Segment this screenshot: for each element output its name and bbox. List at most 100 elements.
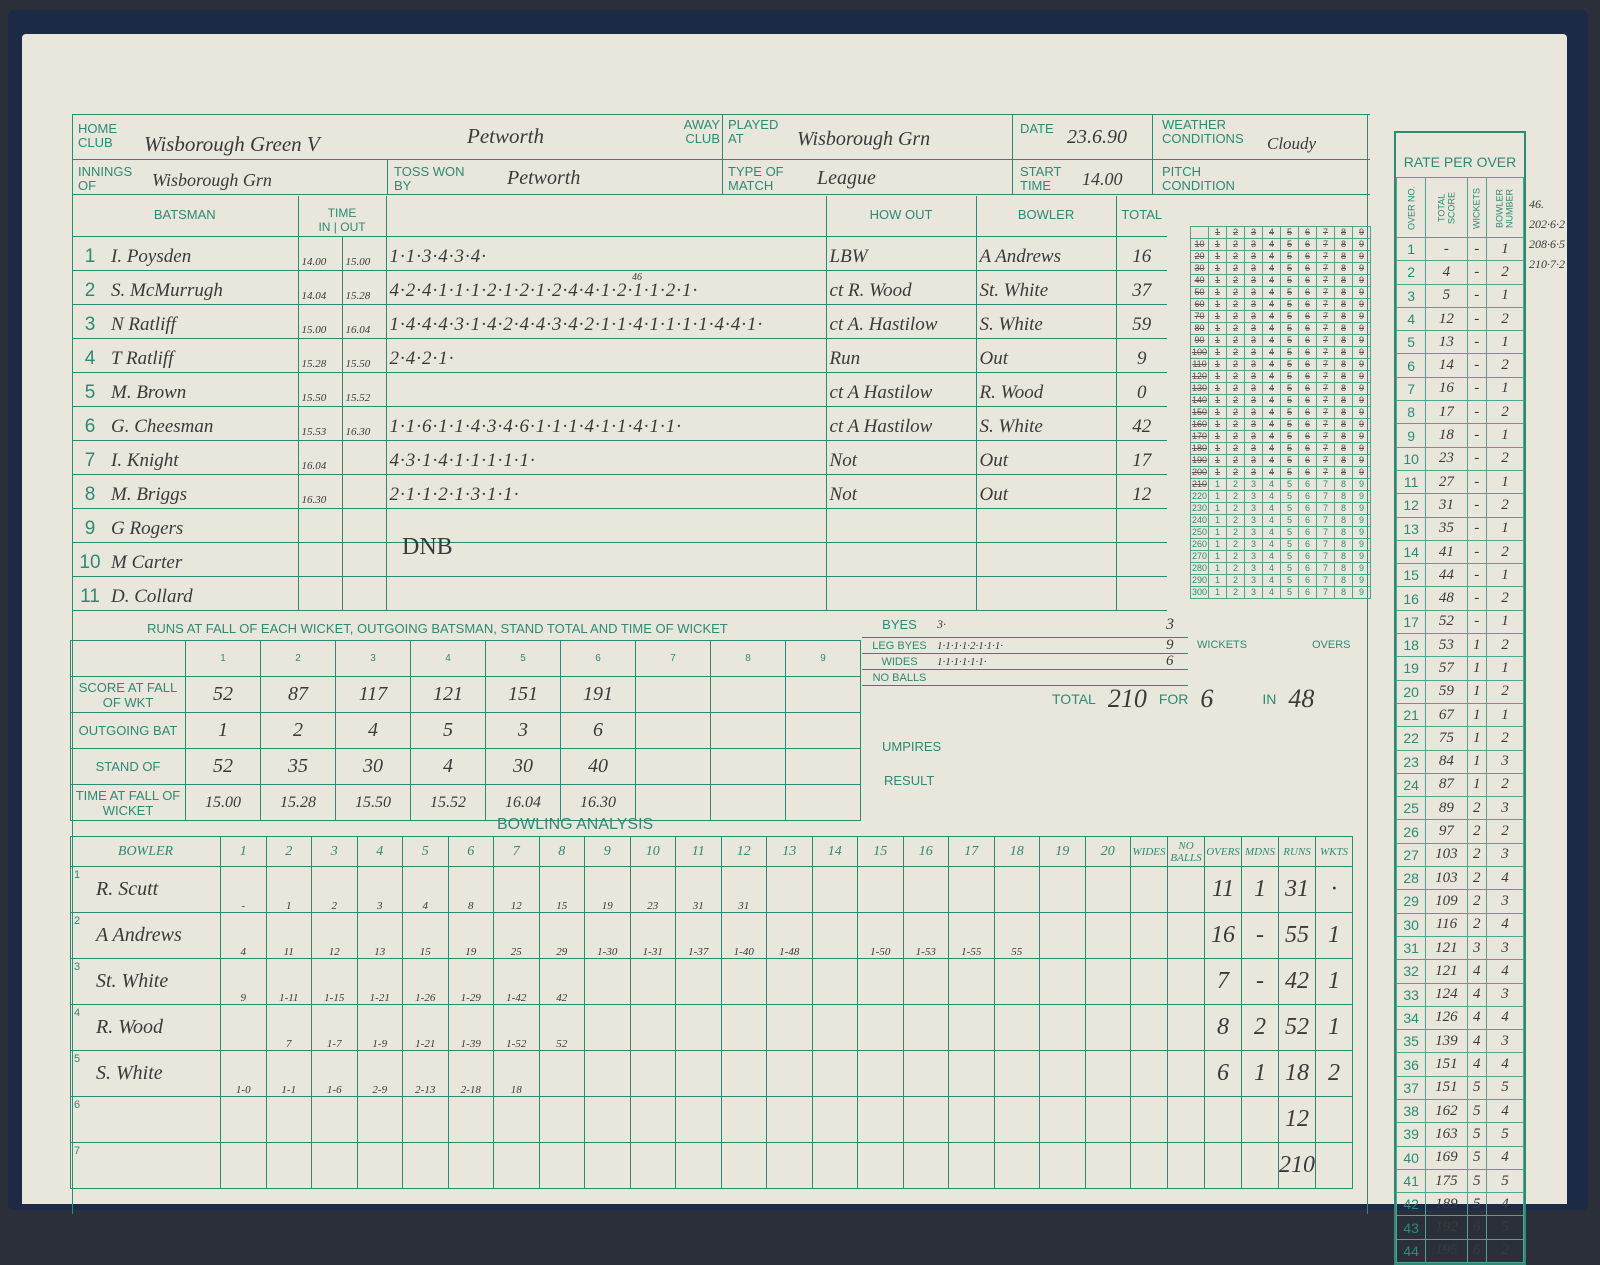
over-cumulative-cell — [311, 1142, 358, 1189]
tally-cell: 5 — [1280, 358, 1299, 371]
rpo-bowler: 2 — [1485, 539, 1525, 565]
batsman-name: M. Briggs — [108, 474, 299, 509]
fow-label-score: SCORE AT FALL OF WKT — [70, 676, 186, 713]
rpo-col-header: OVER NO. — [1396, 177, 1426, 238]
fow-score-cell: 121 — [410, 676, 486, 713]
no-balls-cell — [1167, 1004, 1205, 1051]
rpo-wickets: 2 — [1466, 796, 1487, 821]
rpo-score: 14 — [1425, 353, 1468, 378]
rpo-over: 42 — [1395, 1192, 1427, 1217]
tally-cell: 1 — [1208, 586, 1227, 599]
tally-cell: 5 — [1280, 526, 1299, 539]
dismissing-bowler — [975, 542, 1117, 577]
tally-cell: 7 — [1316, 298, 1335, 311]
tally-row: 250 1 2 3 4 5 6 7 8 9 — [1190, 526, 1371, 539]
rpo-bowler: 4 — [1485, 912, 1525, 937]
tally-cell: 100 — [1190, 346, 1209, 359]
tally-cell: 5 — [1280, 586, 1299, 599]
batsman-number: 6 — [72, 406, 108, 441]
batsman-row: 10 M Carter — [72, 542, 1168, 577]
tally-cell: 260 — [1190, 538, 1209, 551]
tally-cell: 1 — [1208, 370, 1227, 383]
rpo-score: 5 — [1425, 283, 1468, 308]
rpo-wickets: 1 — [1466, 749, 1487, 774]
tally-cell: 7 — [1316, 466, 1335, 479]
tally-cell: 9 — [1352, 490, 1371, 503]
batting-section: BATSMAN TIME IN | OUT HOW OUT BOWLER TOTA… — [72, 196, 1168, 611]
bowler-name-text: St. White — [96, 970, 169, 992]
tally-cell: 4 — [1262, 430, 1281, 443]
tally-cell: 6 — [1298, 442, 1317, 455]
rpo-wickets: 4 — [1466, 1052, 1487, 1077]
tally-cell: 8 — [1334, 442, 1353, 455]
rpo-score: 162 — [1425, 1098, 1468, 1124]
dismissing-bowler: A Andrews — [975, 236, 1117, 271]
tally-cell: 7 — [1316, 370, 1335, 383]
no-balls-cell — [1167, 958, 1205, 1005]
over-cumulative-cell: 9 — [220, 958, 267, 1005]
bowler-row: 7 210 — [70, 1142, 1353, 1189]
bowler-number: 4 — [74, 1007, 81, 1019]
tally-cell: 1 — [1208, 490, 1227, 503]
over-cumulative-cell — [265, 1142, 312, 1189]
rpo-row: 39 163 5 5 — [1395, 1122, 1525, 1147]
rpo-bowler: 1 — [1485, 283, 1525, 308]
dismissing-bowler: S. White — [975, 406, 1117, 441]
over-cumulative-cell — [538, 1142, 585, 1189]
rpo-wickets: 5 — [1466, 1192, 1487, 1217]
wides-cell — [1130, 958, 1168, 1005]
rpo-wickets: - — [1466, 609, 1487, 635]
tally-cell: 1 — [1208, 262, 1227, 275]
over-cumulative-cell: 4 — [220, 912, 267, 959]
wkts-cell — [1315, 1096, 1353, 1143]
tally-cell: 1 — [1208, 478, 1227, 491]
overs-cell: 16 — [1204, 912, 1242, 959]
batsman-row: 1 I. Poysden 14.00 15.00 1·1·3·4·3·4· LBW A An… — [72, 236, 1168, 271]
dismissing-bowler — [975, 508, 1117, 543]
tally-cell: 1 — [1208, 274, 1227, 287]
bowler-name-text: R. Scutt — [96, 878, 159, 900]
tally-cell: 3 — [1244, 370, 1263, 383]
tally-cell: 9 — [1352, 538, 1371, 551]
fow-time-cell: 15.28 — [260, 784, 336, 821]
wkts-cell — [1315, 1142, 1353, 1189]
tally-cell: 2 — [1226, 538, 1245, 551]
tally-cell: 1 — [1208, 346, 1227, 359]
how-out — [825, 542, 977, 577]
rpo-row: 24 87 1 2 — [1395, 772, 1525, 798]
tally-cell: 9 — [1352, 478, 1371, 491]
rpo-row: 40 169 5 4 — [1395, 1145, 1525, 1170]
over-cumulative-cell — [993, 1096, 1040, 1143]
time-out — [341, 542, 387, 577]
tally-cell: 120 — [1190, 370, 1209, 383]
tally-cell: 8 — [1334, 346, 1353, 359]
tally-cell: 9 — [1352, 226, 1371, 239]
rate-per-over-panel: RATE PER OVER OVER NO. TOTAL SCORE WICKETS… — [1394, 131, 1526, 1265]
tally-cell: 6 — [1298, 430, 1317, 443]
tally-cell: 6 — [1298, 514, 1317, 527]
rpo-wickets: 1 — [1466, 702, 1487, 728]
tally-cell: 4 — [1262, 226, 1281, 239]
away-club-value: Petworth — [467, 124, 544, 148]
tally-cell: 4 — [1262, 466, 1281, 479]
tally-cell: 2 — [1226, 490, 1245, 503]
over-cumulative-cell — [220, 1004, 267, 1051]
rpo-bowler: 1 — [1485, 236, 1525, 262]
rpo-over: 43 — [1395, 1215, 1427, 1240]
wickets-label: WICKETS — [1197, 639, 1248, 651]
batsman-total — [1115, 542, 1168, 577]
rpo-over: 8 — [1395, 400, 1427, 425]
tally-cell: 6 — [1298, 238, 1317, 251]
over-cumulative-cell — [766, 1050, 813, 1097]
tally-cell: 3 — [1244, 358, 1263, 371]
tally-cell: 4 — [1262, 238, 1281, 251]
tally-cell: 8 — [1334, 574, 1353, 587]
tally-cell: 160 — [1190, 418, 1209, 431]
tally-cell: 170 — [1190, 430, 1209, 443]
fow-stand-cell — [635, 748, 711, 785]
over-cumulative-cell — [766, 866, 813, 913]
tally-cell: 3 — [1244, 238, 1263, 251]
fow-stand-cell: 40 — [560, 748, 636, 785]
over-cumulative-cell: - — [220, 866, 267, 913]
tally-cell: 7 — [1316, 490, 1335, 503]
